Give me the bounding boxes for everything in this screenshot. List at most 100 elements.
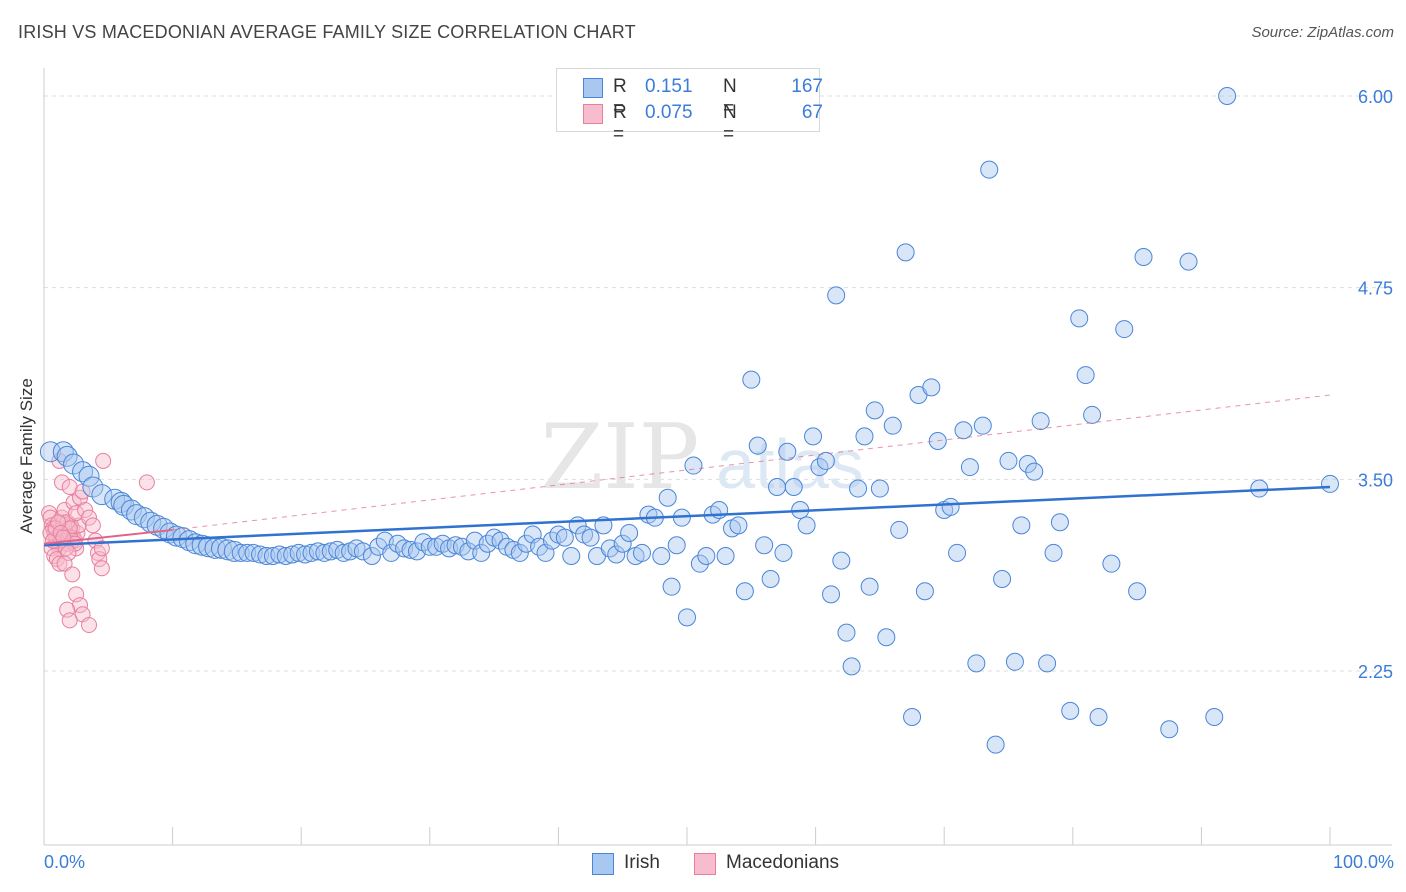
x-axis-max-label: 100.0% bbox=[1332, 852, 1394, 872]
irish-point bbox=[283, 545, 302, 564]
irish-point bbox=[849, 479, 868, 498]
irish-point bbox=[816, 451, 835, 470]
irish-point bbox=[822, 585, 841, 604]
irish-point bbox=[742, 370, 761, 389]
irish-point bbox=[270, 545, 289, 564]
irish-point bbox=[667, 536, 686, 555]
irish-point bbox=[922, 378, 941, 397]
irish-point bbox=[827, 286, 846, 305]
irish-point bbox=[231, 543, 250, 562]
irish-legend-swatch bbox=[592, 853, 614, 875]
irish-point bbox=[797, 516, 816, 535]
irish-point bbox=[63, 453, 85, 475]
irish-point bbox=[562, 547, 581, 565]
irish-point bbox=[729, 516, 748, 535]
irish-point bbox=[308, 542, 327, 561]
irish-point bbox=[1038, 654, 1057, 673]
irish-point bbox=[238, 543, 257, 562]
y-tick-label: 3.50 bbox=[1358, 470, 1393, 490]
irish-point bbox=[967, 654, 986, 673]
irish-point bbox=[1025, 462, 1044, 481]
irish-point bbox=[632, 543, 651, 562]
irish-point bbox=[960, 458, 979, 477]
irish-point bbox=[697, 547, 716, 565]
irish-point bbox=[778, 442, 797, 461]
macedonians-point bbox=[54, 474, 71, 491]
irish-point bbox=[1083, 405, 1102, 424]
irish-legend-label: Irish bbox=[624, 852, 660, 873]
macedonians-point bbox=[56, 555, 73, 572]
irish-point bbox=[1031, 412, 1050, 431]
irish-point bbox=[433, 534, 452, 553]
y-tick-label: 2.25 bbox=[1358, 662, 1393, 682]
irish-point bbox=[1160, 720, 1179, 739]
irish-point bbox=[652, 547, 671, 565]
irish-point bbox=[986, 735, 1005, 754]
irish-point bbox=[78, 465, 100, 487]
y-axis-label: Average Family Size bbox=[17, 378, 36, 534]
irish-point bbox=[1134, 248, 1153, 266]
irish-point bbox=[948, 543, 967, 562]
source-label: Source: ZipAtlas.com bbox=[1251, 24, 1394, 41]
irish-point bbox=[1205, 708, 1224, 726]
x-axis-min-label: 0.0% bbox=[44, 852, 86, 872]
irish-point bbox=[620, 524, 639, 542]
irish-point bbox=[1115, 320, 1134, 339]
irish-point bbox=[165, 525, 187, 547]
irish-point bbox=[555, 528, 574, 547]
irish-point bbox=[1050, 513, 1069, 532]
y-tick-labels: 2.25 3.50 4.75 6.00 bbox=[1358, 87, 1393, 682]
irish-point bbox=[768, 478, 787, 496]
axes bbox=[43, 68, 1392, 846]
trend-lines bbox=[43, 394, 1331, 547]
irish-point bbox=[459, 542, 478, 561]
irish-point bbox=[774, 543, 793, 562]
irish-point bbox=[993, 570, 1012, 588]
irish-point bbox=[678, 608, 696, 627]
watermark-zip: ZIP bbox=[541, 405, 700, 510]
irish-point bbox=[784, 478, 803, 496]
macedonians-point bbox=[93, 560, 110, 577]
irish-point bbox=[613, 534, 632, 553]
irish-point bbox=[903, 708, 922, 726]
irish-point bbox=[302, 543, 321, 562]
n-label: N = bbox=[723, 102, 737, 145]
irish-point bbox=[1061, 701, 1080, 720]
macedonians-trend-extension bbox=[172, 394, 1331, 531]
irish-point bbox=[837, 623, 856, 642]
irish-point bbox=[999, 451, 1018, 470]
irish-point bbox=[832, 551, 851, 570]
macedonians-point bbox=[95, 452, 112, 469]
macedonians-point bbox=[93, 540, 110, 557]
macedonians-point bbox=[68, 586, 85, 603]
irish-point bbox=[860, 577, 879, 596]
n-label: N = bbox=[723, 76, 737, 119]
y-tick-label: 6.00 bbox=[1358, 87, 1393, 107]
irish-point bbox=[980, 160, 999, 179]
irish-point bbox=[251, 545, 270, 564]
irish-point bbox=[510, 543, 529, 562]
y-tick-label: 4.75 bbox=[1358, 279, 1393, 299]
macedonians-trend-line bbox=[43, 528, 173, 545]
macedonians-legend-label: Macedonians bbox=[726, 852, 840, 873]
irish-point bbox=[1018, 455, 1037, 473]
irish-point bbox=[865, 401, 884, 420]
irish-point bbox=[761, 570, 780, 588]
irish-point bbox=[877, 628, 896, 647]
irish-point bbox=[110, 491, 132, 513]
irish-point bbox=[896, 243, 915, 262]
r-value-irish: 0.151 bbox=[645, 76, 693, 97]
irish-point bbox=[321, 542, 340, 561]
irish-point bbox=[1089, 708, 1108, 726]
irish-point bbox=[855, 427, 874, 446]
irish-point bbox=[662, 577, 681, 596]
irish-point bbox=[472, 543, 491, 562]
irish-point bbox=[263, 547, 282, 565]
irish-point bbox=[82, 476, 104, 498]
irish-point bbox=[1179, 252, 1198, 271]
irish-point bbox=[755, 536, 774, 555]
irish-point bbox=[1218, 87, 1237, 105]
macedonians-point bbox=[60, 544, 77, 561]
macedonians-point bbox=[138, 474, 155, 491]
